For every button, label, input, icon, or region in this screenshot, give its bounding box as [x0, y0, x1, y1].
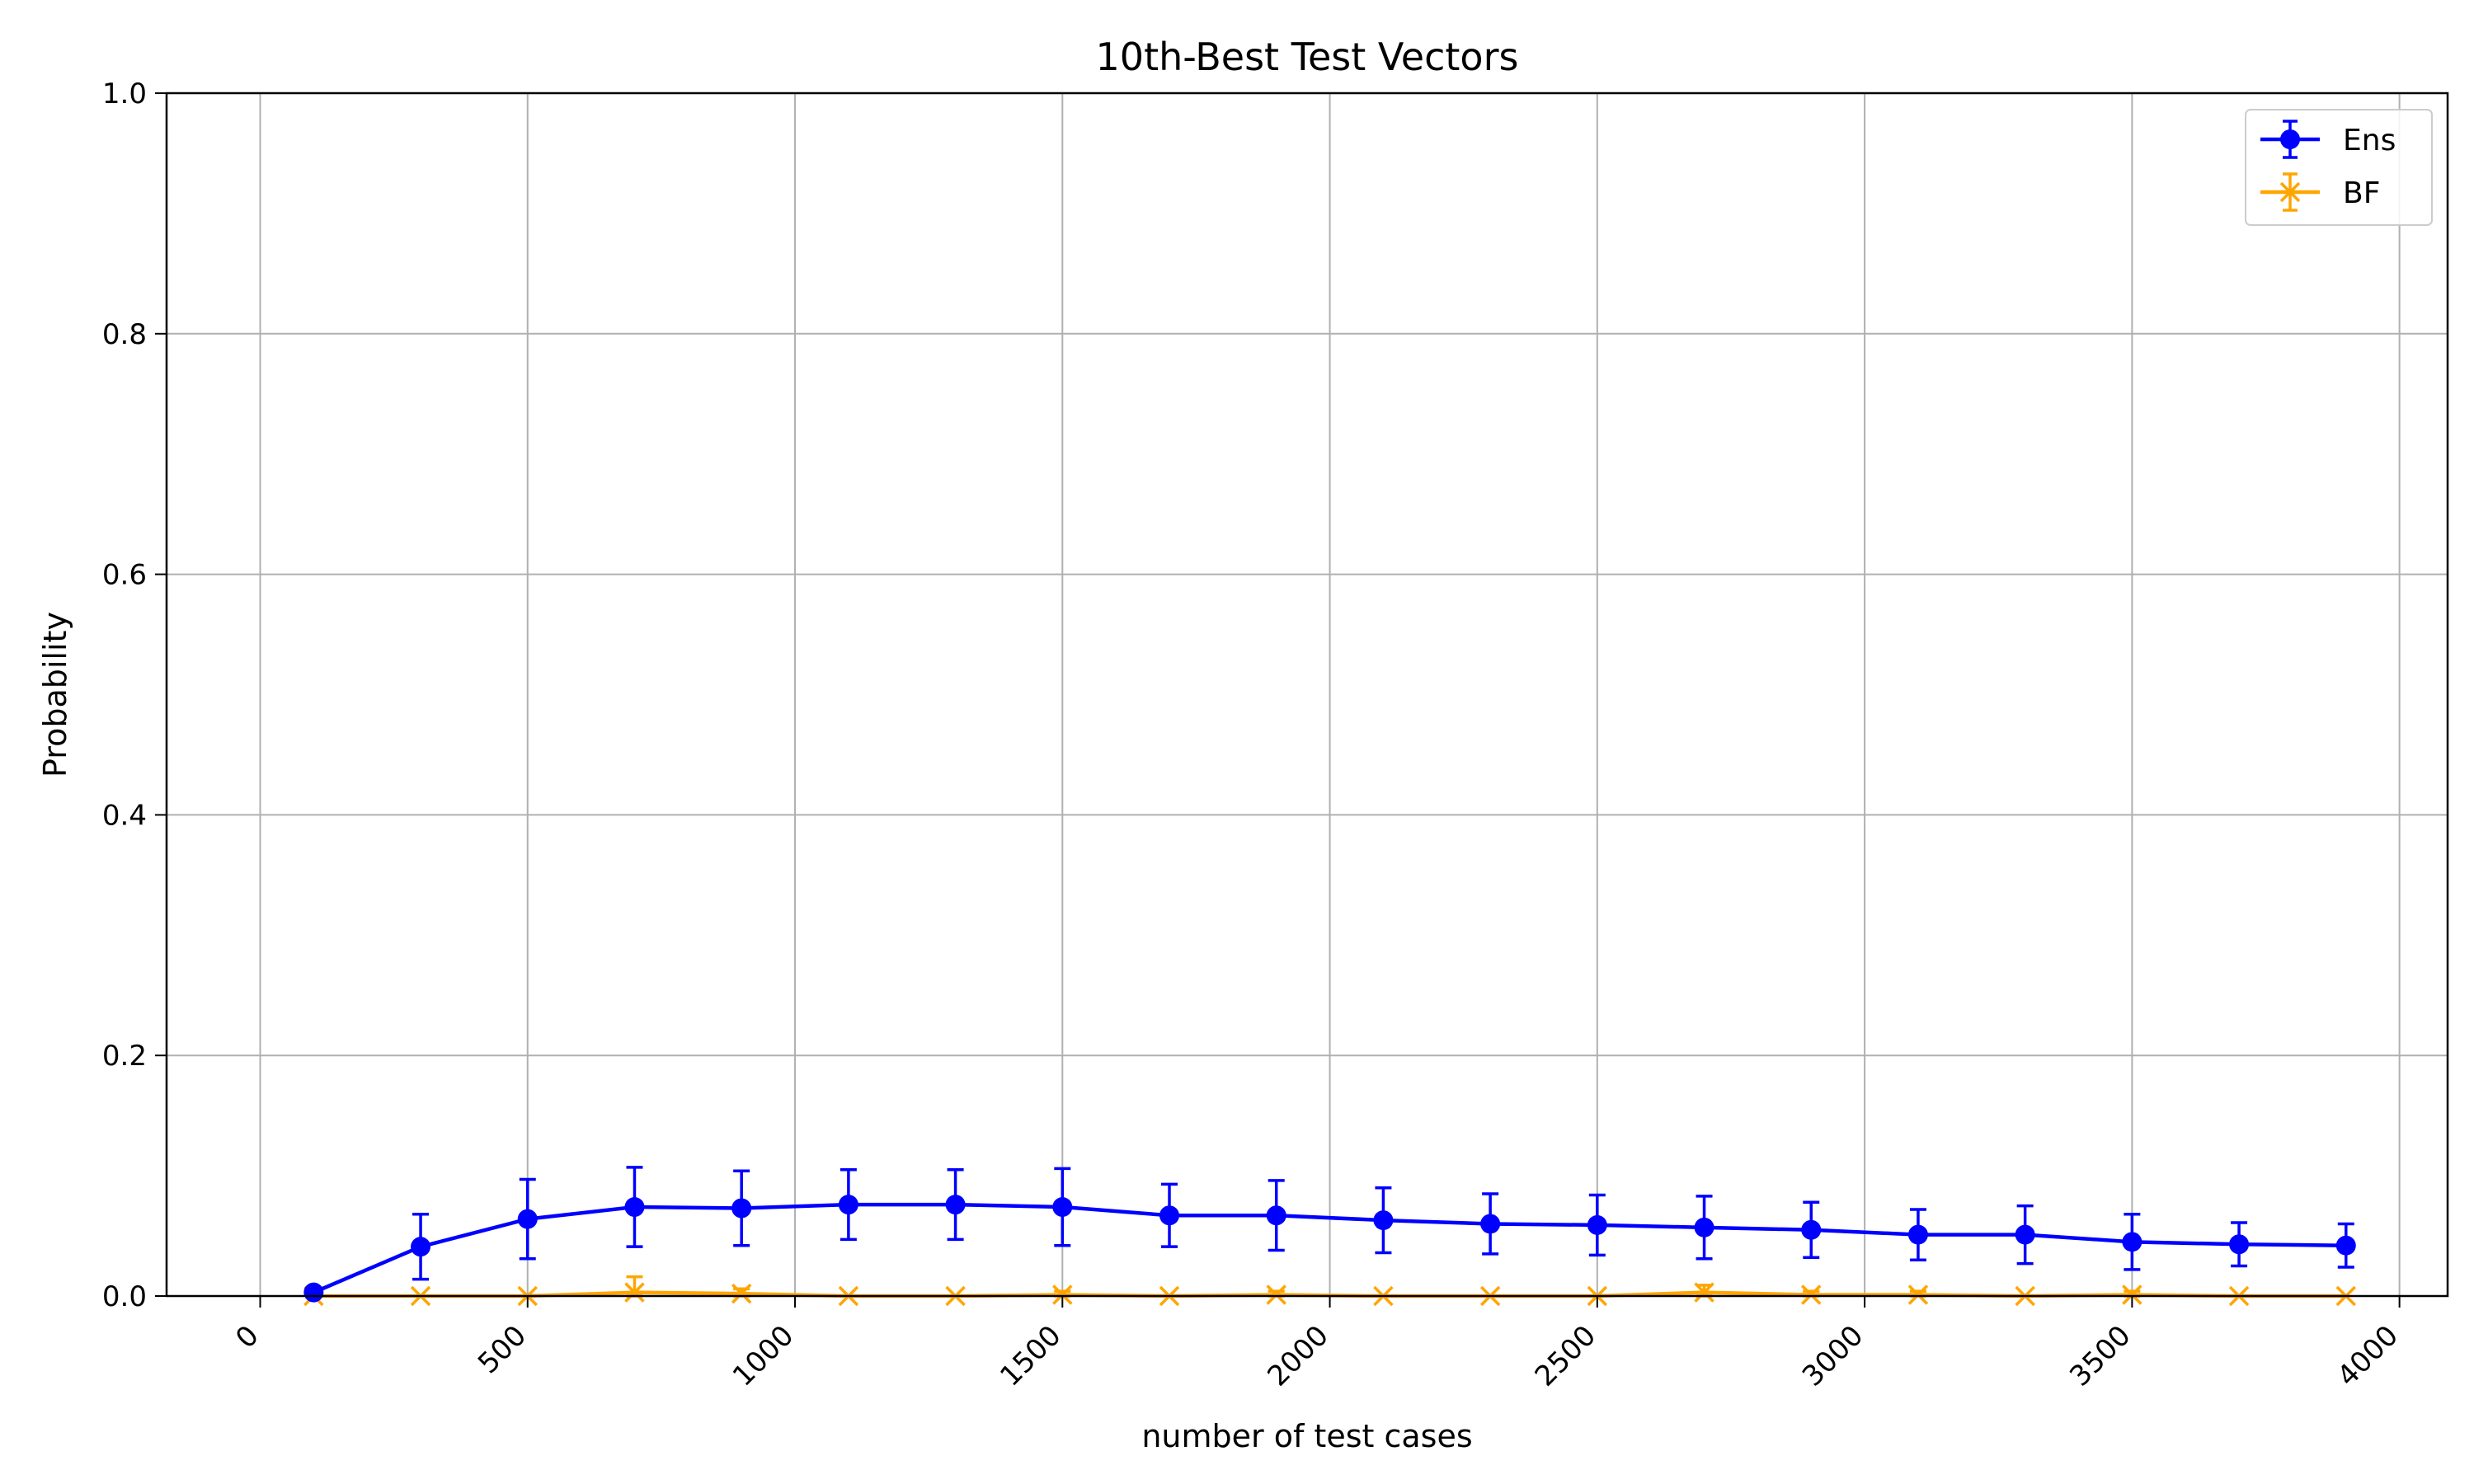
- chart-title: 10th-Best Test Vectors: [1096, 35, 1519, 79]
- data-point-ens: [731, 1198, 752, 1219]
- series-line-ens: [313, 1202, 2346, 1294]
- y-axis-title: Probability: [37, 612, 73, 777]
- data-point-ens: [2015, 1224, 2035, 1245]
- data-point-bf: [2122, 1284, 2142, 1305]
- data-point-ens: [2122, 1232, 2142, 1252]
- y-tick-label: 0.2: [102, 1040, 147, 1073]
- series-ens: [303, 1166, 2356, 1303]
- data-point-ens: [1373, 1210, 1394, 1231]
- y-tick-label: 0.0: [102, 1280, 147, 1313]
- legend-label-ens: Ens: [2343, 124, 2396, 157]
- data-point-ens: [1801, 1219, 1822, 1240]
- data-point-bf: [1266, 1284, 1286, 1305]
- legend: Ens BF: [2245, 109, 2433, 226]
- data-point-ens: [1694, 1217, 1714, 1237]
- data-point-bf: [1907, 1284, 1929, 1305]
- data-point-ens: [411, 1237, 431, 1257]
- series-layer: [303, 1166, 2357, 1307]
- data-point-ens: [1159, 1205, 1180, 1226]
- data-point-ens: [1587, 1214, 1607, 1235]
- y-tick-label: 0.6: [102, 559, 147, 592]
- data-point-ens: [945, 1195, 966, 1215]
- data-point-ens: [517, 1209, 538, 1229]
- data-point-bf: [1694, 1282, 1714, 1303]
- data-point-ens: [1907, 1224, 1928, 1245]
- data-point-ens: [1480, 1214, 1501, 1234]
- data-point-ens: [303, 1282, 324, 1303]
- data-point-ens: [2229, 1234, 2250, 1255]
- data-point-ens: [2335, 1235, 2356, 1256]
- plot-frame: [165, 92, 2449, 1298]
- data-point-ens: [1266, 1205, 1286, 1226]
- legend-label-bf: BF: [2343, 176, 2380, 210]
- data-point-ens: [1052, 1197, 1073, 1218]
- data-point-ens: [838, 1195, 858, 1215]
- x-axis-title: number of test cases: [1141, 1418, 1472, 1454]
- data-point-bf: [731, 1283, 752, 1304]
- y-tick-label: 0.4: [102, 799, 147, 832]
- legend-marker-ens: [2280, 129, 2300, 149]
- data-point-bf: [624, 1282, 645, 1303]
- data-point-ens: [624, 1197, 645, 1218]
- y-tick-label: 0.8: [102, 318, 147, 351]
- data-point-bf: [1052, 1284, 1073, 1305]
- legend-box: [2245, 109, 2433, 226]
- y-tick-label: 1.0: [102, 77, 147, 110]
- data-point-bf: [1801, 1284, 1822, 1305]
- legend-marker-bf: [2279, 181, 2301, 203]
